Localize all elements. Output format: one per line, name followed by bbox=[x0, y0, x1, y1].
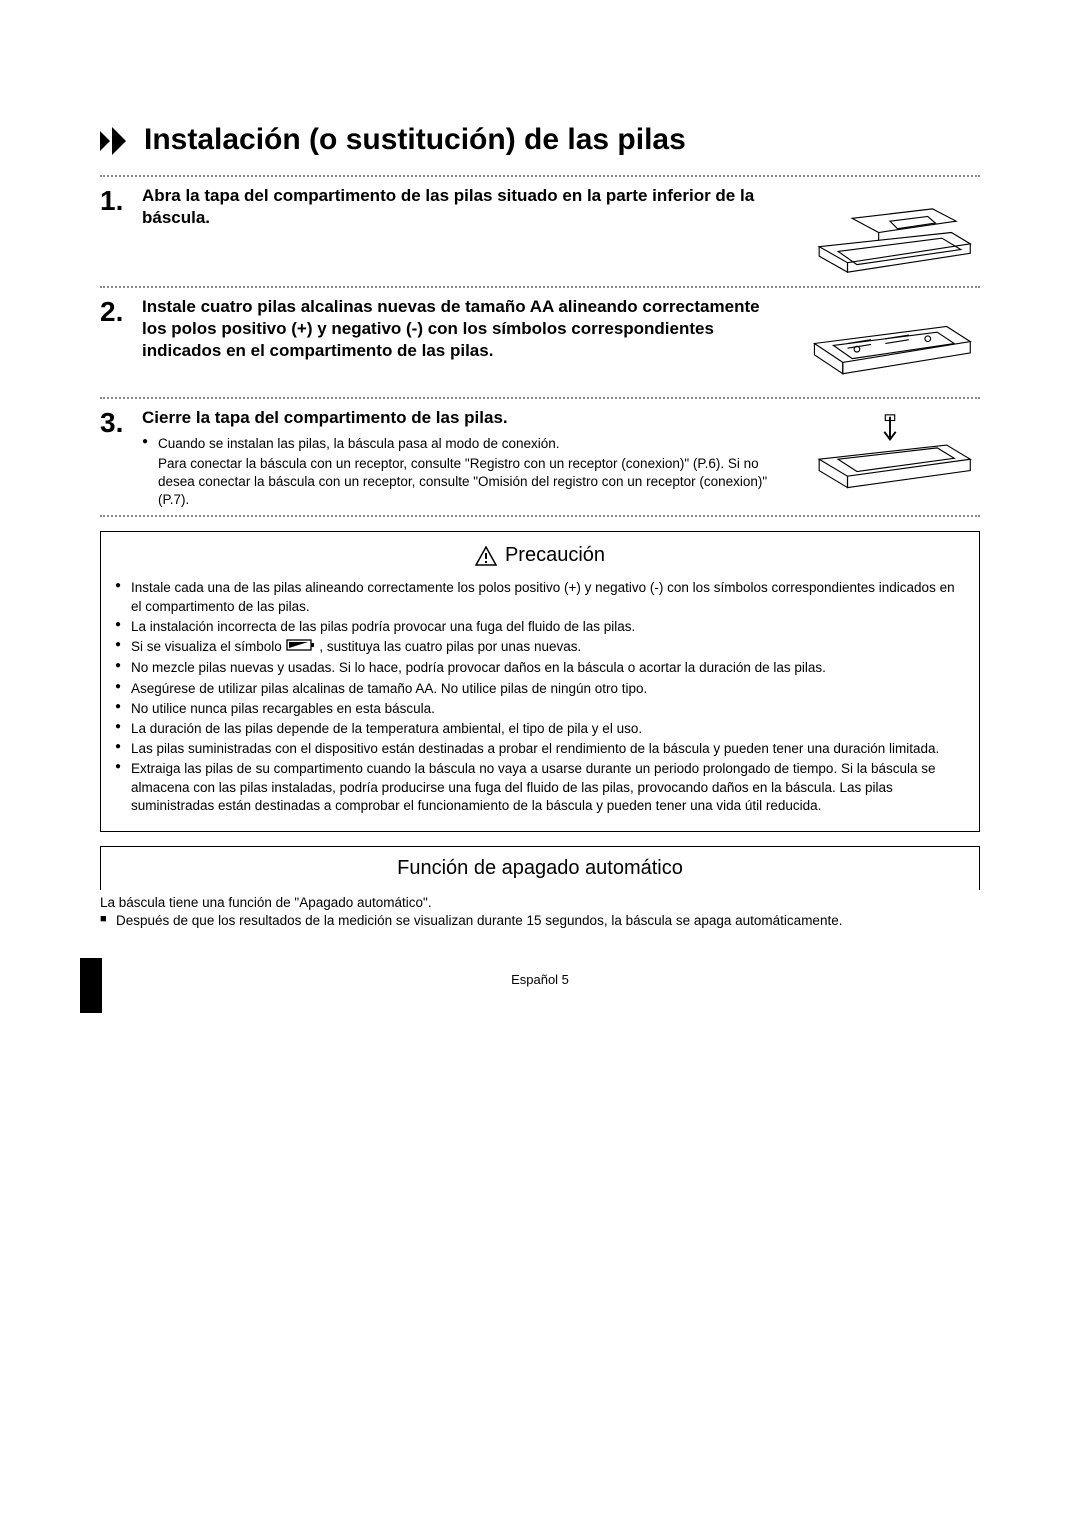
caution-item: Extraiga las pilas de su compartimento c… bbox=[115, 760, 965, 815]
caution-list: Instale cada una de las pilas alineando … bbox=[115, 579, 965, 815]
step-heading: Instale cuatro pilas alcalinas nuevas de… bbox=[142, 296, 788, 362]
caution-item: Si se visualiza el símbolo , sustituya l… bbox=[115, 638, 965, 657]
divider bbox=[100, 515, 980, 517]
step-number: 2. bbox=[100, 296, 132, 391]
step-2: 2. Instale cuatro pilas alcalinas nuevas… bbox=[100, 296, 980, 391]
caution-item: La instalación incorrecta de las pilas p… bbox=[115, 618, 965, 636]
step-note-sub: Para conectar la báscula con un receptor… bbox=[142, 455, 788, 510]
caution-item: Asegúrese de utilizar pilas alcalinas de… bbox=[115, 680, 965, 698]
page-title: Instalación (o sustitución) de las pilas bbox=[100, 120, 980, 161]
step-number: 3. bbox=[100, 407, 132, 510]
caution-title: Precaución bbox=[505, 542, 605, 569]
step-3: 3. Cierre la tapa del compartimento de l… bbox=[100, 407, 980, 510]
warning-icon bbox=[475, 546, 497, 566]
forward-arrows-icon bbox=[100, 126, 134, 154]
step-number: 1. bbox=[100, 185, 132, 280]
auto-off-title: Función de apagado automático bbox=[100, 846, 980, 890]
auto-off-line2: Después de que los resultados de la medi… bbox=[100, 912, 980, 930]
divider bbox=[100, 175, 980, 177]
page-footer: Español 5 bbox=[100, 971, 980, 989]
step-note-item: Cuando se instalan las pilas, la báscula… bbox=[142, 435, 788, 453]
caution-item: La duración de las pilas depende de la t… bbox=[115, 720, 965, 738]
caution-item: Las pilas suministradas con el dispositi… bbox=[115, 740, 965, 758]
step-heading: Cierre la tapa del compartimento de las … bbox=[142, 407, 788, 429]
step-2-illustration bbox=[800, 296, 980, 391]
low-battery-icon bbox=[286, 638, 316, 657]
auto-off-line1: La báscula tiene una función de "Apagado… bbox=[100, 894, 980, 912]
caution-box: Precaución Instale cada una de las pilas… bbox=[100, 531, 980, 832]
step-1: 1. Abra la tapa del compartimento de las… bbox=[100, 185, 980, 280]
caution-title-row: Precaución bbox=[115, 532, 965, 579]
step-1-illustration bbox=[800, 185, 980, 280]
divider bbox=[100, 286, 980, 288]
step-notes: Cuando se instalan las pilas, la báscula… bbox=[142, 435, 788, 510]
page-side-tab bbox=[80, 958, 102, 1013]
caution-item: No utilice nunca pilas recargables en es… bbox=[115, 700, 965, 718]
step-heading: Abra la tapa del compartimento de las pi… bbox=[142, 185, 788, 229]
step-3-illustration bbox=[800, 407, 980, 510]
divider bbox=[100, 397, 980, 399]
page-title-text: Instalación (o sustitución) de las pilas bbox=[144, 120, 686, 161]
caution-item: No mezcle pilas nuevas y usadas. Si lo h… bbox=[115, 659, 965, 677]
auto-off-section: Función de apagado automático La báscula… bbox=[100, 846, 980, 930]
caution-item: Instale cada una de las pilas alineando … bbox=[115, 579, 965, 615]
